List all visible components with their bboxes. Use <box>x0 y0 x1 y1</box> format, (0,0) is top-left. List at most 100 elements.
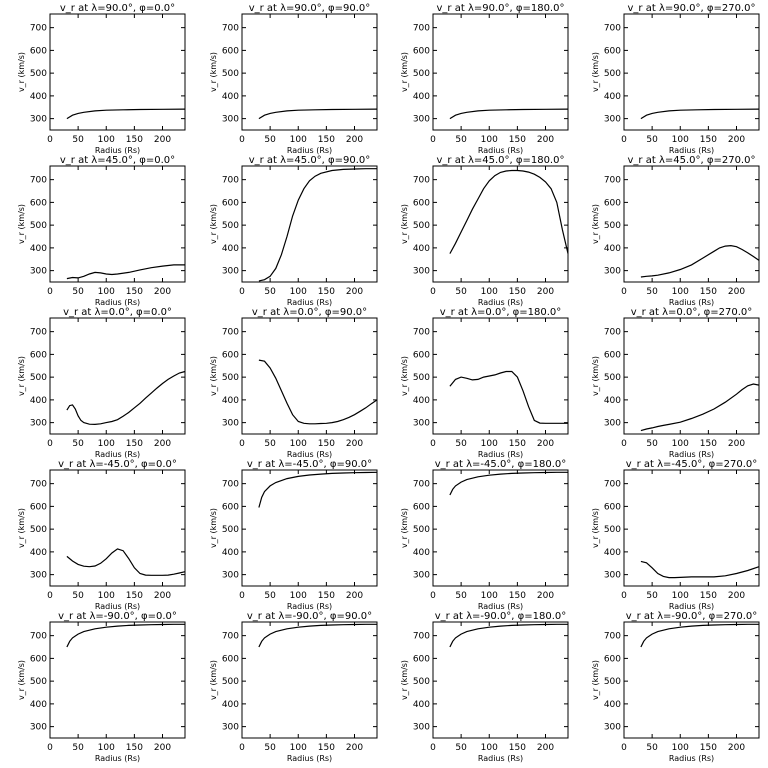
plot-frame <box>49 165 186 283</box>
y-tick-label: 400 <box>413 244 430 254</box>
x-tick-label: 200 <box>346 743 363 753</box>
plot-frame <box>241 13 378 131</box>
x-tick-label: 200 <box>346 439 363 449</box>
x-tick-label: 50 <box>455 743 467 753</box>
x-tick-label: 50 <box>646 439 658 449</box>
x-tick-label: 0 <box>47 135 53 145</box>
y-tick-label: 400 <box>604 92 621 102</box>
x-tick-label: 150 <box>318 591 335 601</box>
y-axis-label: v_r (km/s) <box>400 508 409 548</box>
series-line <box>258 359 378 425</box>
subplot-title: v_r at λ=-90.0°, φ=180.0° <box>435 611 567 622</box>
x-tick-label: 0 <box>621 287 627 297</box>
y-tick-label: 500 <box>222 373 239 383</box>
y-tick-label: 600 <box>30 198 47 208</box>
y-axis-label: v_r (km/s) <box>591 660 600 700</box>
y-axis-label: v_r (km/s) <box>591 356 600 396</box>
y-tick-label: 400 <box>413 396 430 406</box>
series-line <box>258 471 378 508</box>
x-tick-label: 0 <box>430 439 436 449</box>
x-tick-label: 100 <box>481 743 498 753</box>
y-tick-label: 600 <box>30 46 47 56</box>
x-tick-label: 50 <box>72 439 84 449</box>
x-tick-label: 0 <box>621 743 627 753</box>
y-tick-label: 700 <box>30 632 47 642</box>
y-tick-label: 300 <box>222 723 239 733</box>
subplot-title: v_r at λ=0.0°, φ=180.0° <box>440 307 562 318</box>
plot-frame <box>49 13 186 131</box>
y-tick-label: 300 <box>604 115 621 125</box>
y-tick-label: 700 <box>30 176 47 186</box>
series-line <box>449 623 568 648</box>
x-tick-label: 150 <box>126 591 143 601</box>
x-axis-label: Radius (Rs) <box>95 754 140 763</box>
series-line <box>66 548 186 576</box>
plot-frame <box>241 621 378 739</box>
series-line <box>640 244 760 278</box>
x-tick-label: 0 <box>430 591 436 601</box>
y-axis-label: v_r (km/s) <box>209 204 218 244</box>
x-axis-label: Radius (Rs) <box>478 450 523 459</box>
y-axis-label: v_r (km/s) <box>17 508 26 548</box>
y-tick-label: 500 <box>222 69 239 79</box>
y-tick-label: 500 <box>413 69 430 79</box>
plot-frame <box>623 621 760 739</box>
x-tick-label: 150 <box>126 743 143 753</box>
x-tick-label: 150 <box>509 287 526 297</box>
y-tick-label: 600 <box>413 350 430 360</box>
x-tick-label: 150 <box>509 135 526 145</box>
x-tick-label: 50 <box>72 743 84 753</box>
y-tick-label: 400 <box>30 244 47 254</box>
y-axis-label: v_r (km/s) <box>209 356 218 396</box>
x-tick-label: 50 <box>264 287 276 297</box>
x-tick-label: 200 <box>728 439 745 449</box>
x-tick-label: 200 <box>537 439 554 449</box>
x-tick-label: 50 <box>72 135 84 145</box>
subplot: 0 50 100 150 200 300 400 500 600 700 v_r at λ=-90.… <box>209 611 378 763</box>
y-tick-label: 700 <box>604 328 621 338</box>
y-tick-label: 700 <box>604 176 621 186</box>
series-line <box>66 108 186 120</box>
y-tick-label: 600 <box>604 350 621 360</box>
subplot: 0 50 100 150 200 300 400 500 600 700 v_r at λ=90.0… <box>209 3 378 155</box>
x-tick-label: 50 <box>264 135 276 145</box>
plot-frame <box>432 469 569 587</box>
y-tick-label: 400 <box>30 92 47 102</box>
x-tick-label: 150 <box>700 743 717 753</box>
subplot: 0 50 100 150 200 300 400 500 600 700 v_r at λ=90.0… <box>400 3 569 155</box>
y-tick-label: 300 <box>413 419 430 429</box>
y-tick-label: 600 <box>413 198 430 208</box>
y-tick-label: 500 <box>30 373 47 383</box>
x-tick-label: 100 <box>98 135 115 145</box>
x-axis-label: Radius (Rs) <box>95 298 140 307</box>
x-tick-label: 0 <box>239 743 245 753</box>
y-tick-label: 300 <box>30 723 47 733</box>
series-line <box>449 108 569 120</box>
y-tick-label: 300 <box>413 115 430 125</box>
x-axis-label: Radius (Rs) <box>287 146 332 155</box>
x-tick-label: 0 <box>47 743 53 753</box>
y-tick-label: 500 <box>604 525 621 535</box>
x-tick-label: 150 <box>126 439 143 449</box>
y-tick-label: 600 <box>222 654 239 664</box>
x-tick-label: 50 <box>455 287 467 297</box>
x-axis-label: Radius (Rs) <box>287 602 332 611</box>
y-axis-label: v_r (km/s) <box>17 204 26 244</box>
y-tick-label: 300 <box>413 267 430 277</box>
subplot-title: v_r at λ=0.0°, φ=90.0° <box>252 307 367 318</box>
y-tick-label: 400 <box>413 92 430 102</box>
plot-frame <box>432 317 569 435</box>
y-tick-label: 400 <box>222 700 239 710</box>
x-tick-label: 50 <box>455 135 467 145</box>
x-tick-label: 150 <box>126 135 143 145</box>
plot-frame <box>241 165 378 283</box>
y-tick-label: 500 <box>30 221 47 231</box>
x-tick-label: 50 <box>264 439 276 449</box>
y-tick-label: 400 <box>604 396 621 406</box>
y-tick-label: 300 <box>30 571 47 581</box>
x-tick-label: 100 <box>672 287 689 297</box>
x-tick-label: 0 <box>430 743 436 753</box>
x-axis-label: Radius (Rs) <box>669 298 714 307</box>
x-axis-label: Radius (Rs) <box>95 146 140 155</box>
x-tick-label: 0 <box>47 287 53 297</box>
